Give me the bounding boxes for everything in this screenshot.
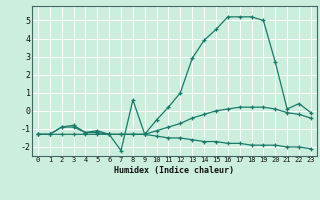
X-axis label: Humidex (Indice chaleur): Humidex (Indice chaleur)	[115, 166, 234, 175]
